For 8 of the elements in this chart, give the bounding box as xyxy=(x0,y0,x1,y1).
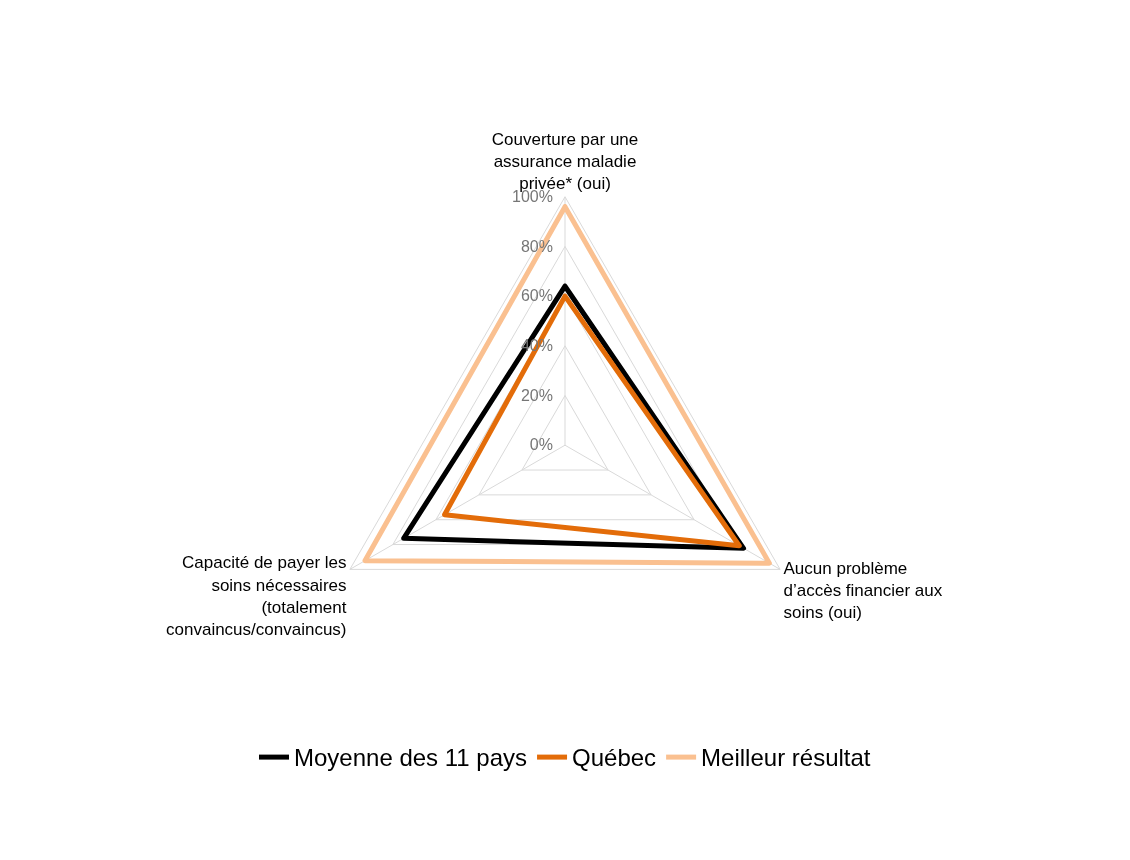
y-tick-label: 60% xyxy=(520,287,553,305)
legend-label: Québec xyxy=(572,744,657,772)
legend-label: Moyenne des 11 pays xyxy=(294,744,528,772)
spoke-label: Aucun problème d’accès financier aux soins (oui) xyxy=(783,558,943,623)
y-tick-label: 20% xyxy=(520,386,553,404)
legend-label: Meilleur résultat xyxy=(701,744,871,772)
spoke-label: Capacité de payer les soins nécessaires (totalement convaincus/convaincus) xyxy=(166,553,347,639)
y-tick-label: 0% xyxy=(529,436,553,454)
